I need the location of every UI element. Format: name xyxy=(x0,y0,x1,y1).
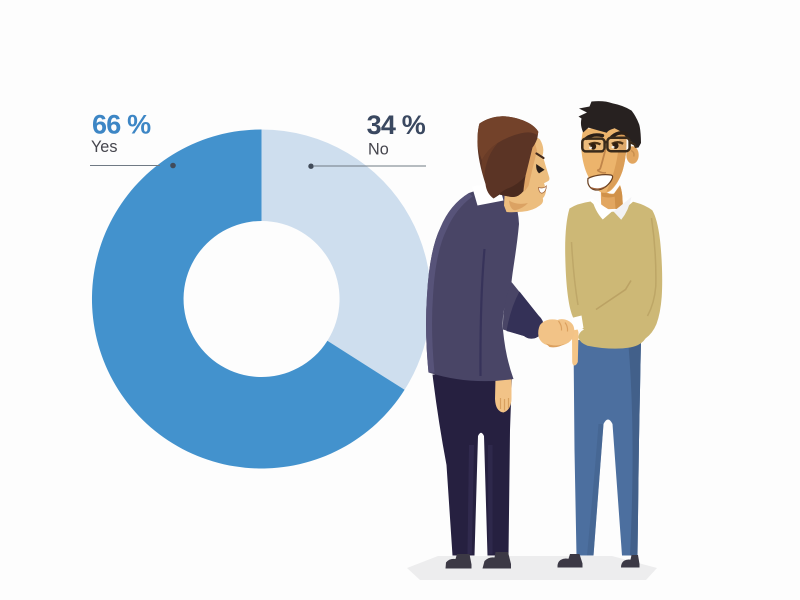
svg-text:No: No xyxy=(368,141,389,159)
svg-text:34 %: 34 % xyxy=(367,110,426,140)
svg-text:Yes: Yes xyxy=(91,138,117,156)
svg-text:66 %: 66 % xyxy=(92,110,151,140)
